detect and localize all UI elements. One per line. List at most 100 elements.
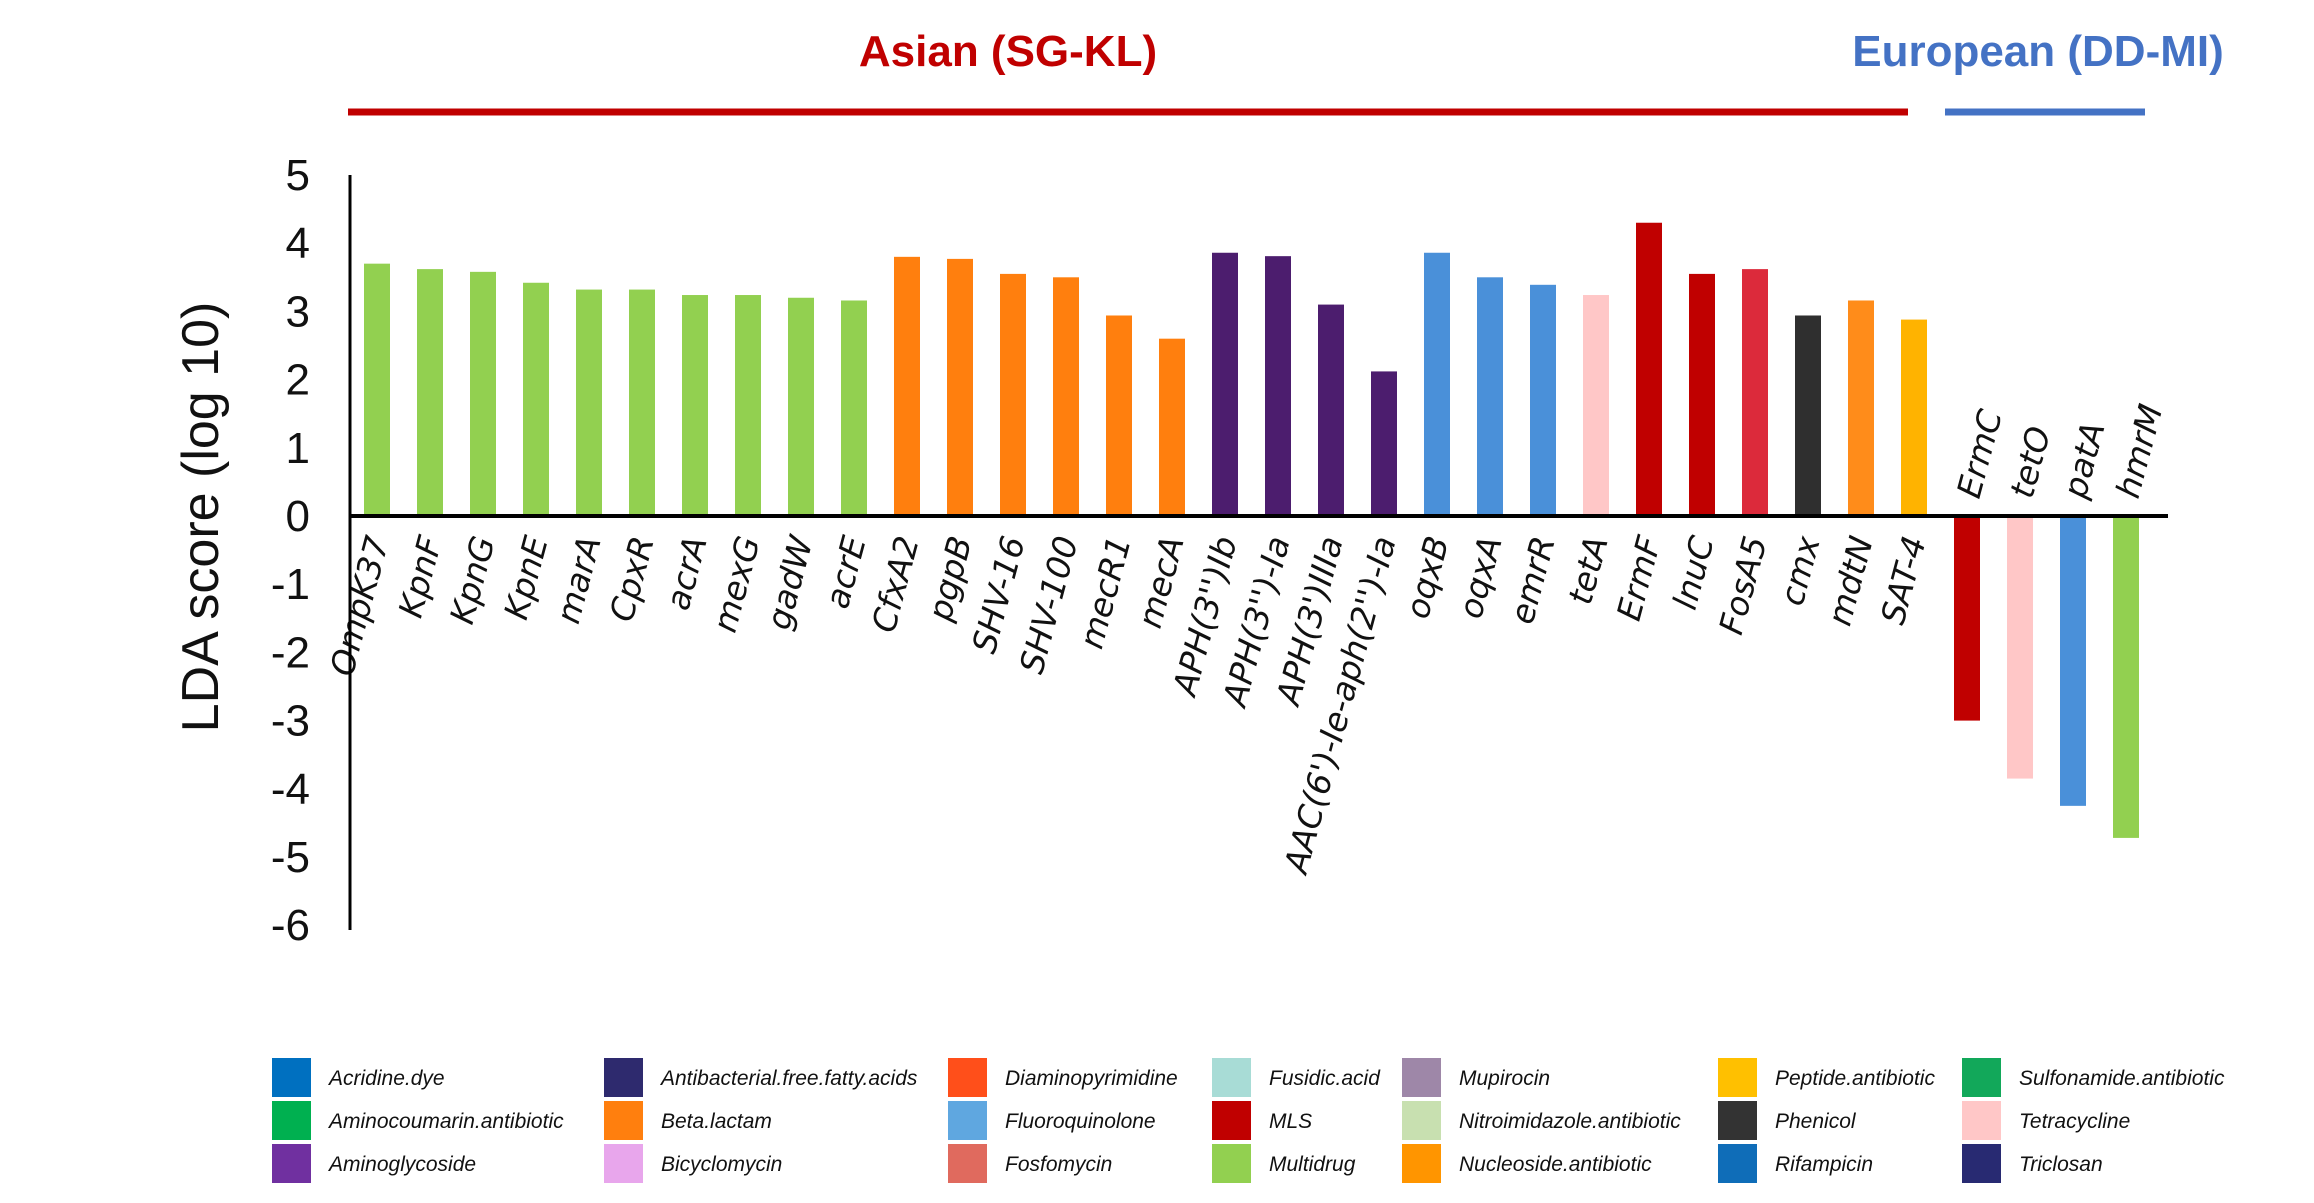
bar-gadW [788, 297, 814, 516]
gene-label: ErmC [1949, 405, 2010, 502]
bar-mexG [735, 295, 761, 516]
bar-KpnG [470, 271, 496, 516]
asian-group-title: Asian (SG-KL) [859, 27, 1157, 76]
y-axis-ticks: 5 4 3 2 1 0 -1 -2 -3 -4 -5 -6 [271, 151, 310, 950]
legend-label: Fusidic.acid [1269, 1067, 1381, 1090]
legend-swatch [604, 1144, 643, 1183]
legend-label: Antibacterial.free.fatty.acids [659, 1067, 918, 1090]
bars-group [364, 222, 2139, 838]
gene-label: acrA [658, 532, 715, 614]
legend-label: Nitroimidazole.antibiotic [1459, 1110, 1681, 1133]
gene-label: KpnF [391, 531, 450, 622]
bar-marA [576, 289, 602, 516]
legend-swatch [1962, 1144, 2001, 1183]
gene-label: cmx [1772, 532, 1828, 610]
legend-label: Fluoroquinolone [1005, 1110, 1156, 1133]
gene-label: oqxB [1397, 532, 1456, 623]
legend-swatch [948, 1144, 987, 1183]
bar-APH(3'')Ib [1212, 252, 1238, 517]
legend-swatch [1962, 1101, 2001, 1140]
bar-OmpK37 [364, 263, 390, 516]
legend-label: MLS [1269, 1110, 1312, 1133]
gene-label: KpnE [496, 532, 556, 624]
bar-oqxA [1477, 277, 1503, 516]
bar-acrA [682, 295, 708, 516]
gene-label: pgpB [920, 532, 980, 626]
legend-label: Mupirocin [1459, 1067, 1550, 1090]
bar-oqxB [1424, 252, 1450, 517]
legend-label: Fosfomycin [1005, 1153, 1112, 1176]
gene-label: OmpK37 [322, 532, 397, 680]
y-tick-label: 3 [286, 287, 310, 336]
legend-swatch [272, 1101, 311, 1140]
legend-swatch [1962, 1058, 2001, 1097]
gene-label: mdtN [1820, 532, 1881, 630]
legend-label: Multidrug [1269, 1153, 1356, 1176]
bar-pgpB [947, 258, 973, 516]
gene-label: SAT-4 [1873, 532, 1934, 629]
bar-SHV-16 [1000, 273, 1026, 516]
gene-label: acrE [817, 532, 874, 613]
legend: Acridine.dye Aminocoumarin.antibiotic Amin… [272, 1058, 2225, 1183]
bar-mecA [1159, 338, 1185, 516]
gene-label: marA [548, 532, 609, 628]
legend-label: Sulfonamide.antibiotic [2019, 1067, 2225, 1090]
legend-swatch [1402, 1101, 1441, 1140]
gene-label: ErmF [1609, 531, 1669, 625]
legend-swatch [1212, 1144, 1251, 1183]
bar-ErmC [1954, 516, 1980, 721]
gene-label: FosA5 [1711, 532, 1775, 639]
bar-mecR1 [1106, 315, 1132, 516]
bar-emrR [1530, 284, 1556, 516]
gene-label: CpxR [602, 532, 662, 626]
legend-swatch [1212, 1058, 1251, 1097]
gene-label: gadW [759, 531, 822, 634]
legend-label: Phenicol [1775, 1110, 1857, 1133]
bar-lnuC [1689, 273, 1715, 516]
bar-hmrM [2113, 516, 2139, 838]
y-tick-label: 2 [286, 356, 310, 405]
bar-ErmF [1636, 222, 1662, 517]
bar-AAC(6')-Ie-aph(2'')-Ia [1371, 371, 1397, 516]
legend-label: Aminocoumarin.antibiotic [327, 1110, 564, 1133]
legend-label: Acridine.dye [327, 1067, 445, 1090]
y-tick-label: -4 [271, 765, 310, 814]
bar-mdtN [1848, 300, 1874, 516]
legend-swatch [1718, 1101, 1757, 1140]
legend-label: Beta.lactam [661, 1110, 772, 1133]
gene-label: hmrM [2108, 400, 2170, 502]
gene-label: tetA [1560, 532, 1615, 609]
bar-KpnF [417, 269, 443, 516]
bar-FosA5 [1742, 269, 1768, 516]
legend-swatch [1402, 1058, 1441, 1097]
gene-label: emrR [1502, 532, 1563, 628]
legend-label: Peptide.antibiotic [1775, 1067, 1935, 1090]
legend-label: Tetracycline [2019, 1110, 2130, 1133]
legend-swatch [272, 1058, 311, 1097]
legend-label: Rifampicin [1775, 1153, 1873, 1176]
gene-label: mecA [1130, 532, 1192, 632]
bar-SHV-100 [1053, 277, 1079, 516]
y-tick-label: -6 [271, 901, 310, 950]
y-tick-label: -3 [271, 697, 310, 746]
bar-KpnE [523, 282, 549, 516]
legend-swatch [272, 1144, 311, 1183]
legend-label: Nucleoside.antibiotic [1459, 1153, 1652, 1176]
legend-label: Triclosan [2019, 1153, 2103, 1176]
gene-label: oqxA [1451, 532, 1510, 623]
bar-SAT-4 [1901, 319, 1927, 516]
y-axis-label: LDA score (log 10) [172, 302, 230, 733]
legend-swatch [948, 1058, 987, 1097]
legend-swatch [1718, 1144, 1757, 1183]
y-tick-label: 5 [286, 151, 310, 200]
legend-swatch [604, 1058, 643, 1097]
gene-label: KpnG [442, 532, 503, 628]
bar-tetO [2007, 516, 2033, 779]
y-tick-label: -1 [271, 560, 310, 609]
y-tick-label: -5 [271, 833, 310, 882]
bar-CfxA2 [894, 256, 920, 516]
bar-APH(3')IIIa [1318, 304, 1344, 516]
legend-swatch [1212, 1101, 1251, 1140]
bar-patA [2060, 516, 2086, 806]
european-group-title: European (DD-MI) [1852, 27, 2224, 76]
